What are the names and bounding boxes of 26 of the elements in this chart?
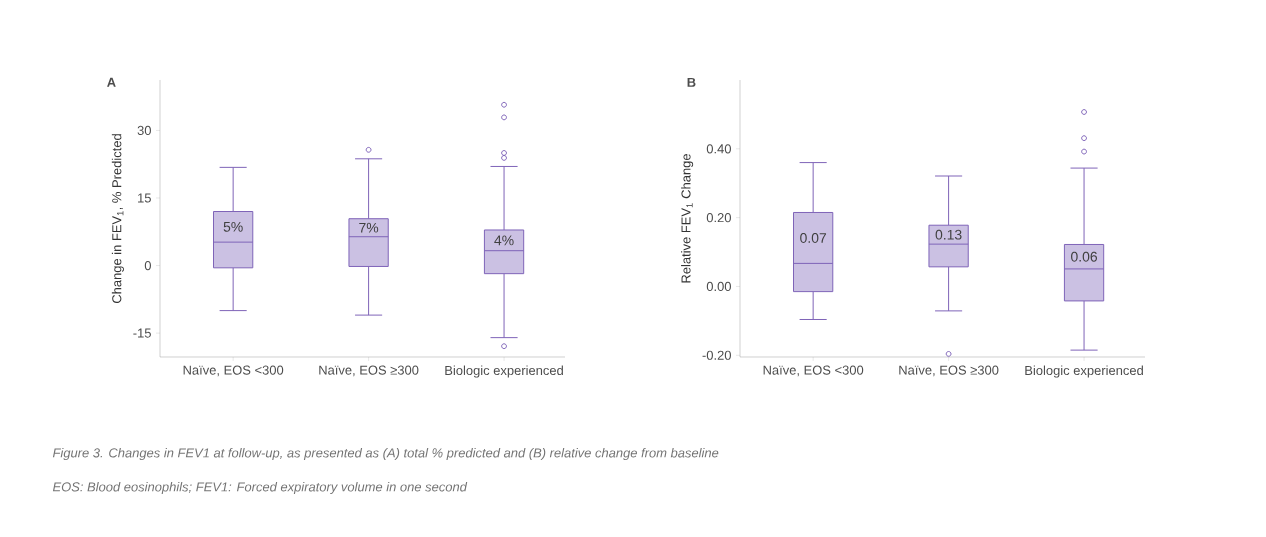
y-tick-label: 30 (137, 125, 151, 136)
caption: Figure 3. Changes in FEV1 at follow-up, as presented as (A) total % predicted and (B) relative change from baseline (52, 447, 719, 461)
x-tick-label: Naïve, EOS <300 (183, 365, 284, 377)
x-tick-label: Naïve, EOS ≥300 (899, 365, 999, 377)
y-tick-label: -15 (133, 328, 151, 338)
y-tick-label: -0.20 (702, 350, 731, 360)
x-tick-label: Biologic experienced (1025, 365, 1143, 378)
annotation: 0.13 (935, 229, 962, 240)
y-tick-label: 0.00 (706, 281, 731, 292)
y-axis-title: Relative FEV$_{1}$ Change (681, 154, 694, 283)
text: EOS: Blood eosinophils; FEV1: Forced expiratory volume in one second (52, 481, 468, 495)
annotation: 7% (359, 222, 379, 233)
x-tick-label: Biologic experienced (445, 365, 563, 378)
x-tick-label: Naïve, EOS <300 (763, 365, 864, 377)
chart-title: B (687, 77, 696, 87)
y-tick-label: 0.40 (706, 144, 731, 154)
y-axis-title: Change in FEV$_{1}$, % Predicted (111, 134, 124, 304)
chart-title: A (107, 77, 116, 87)
y-tick-label: 0 (144, 260, 151, 271)
annotation: 0.06 (1071, 251, 1098, 262)
y-tick-label: 15 (138, 193, 151, 203)
annotation: 0.07 (800, 232, 827, 243)
annotation: 5% (223, 221, 243, 232)
y-tick-label: 0.20 (706, 213, 731, 223)
x-tick-label: Naïve, EOS ≥300 (319, 365, 419, 377)
annotation: 4% (494, 235, 514, 246)
